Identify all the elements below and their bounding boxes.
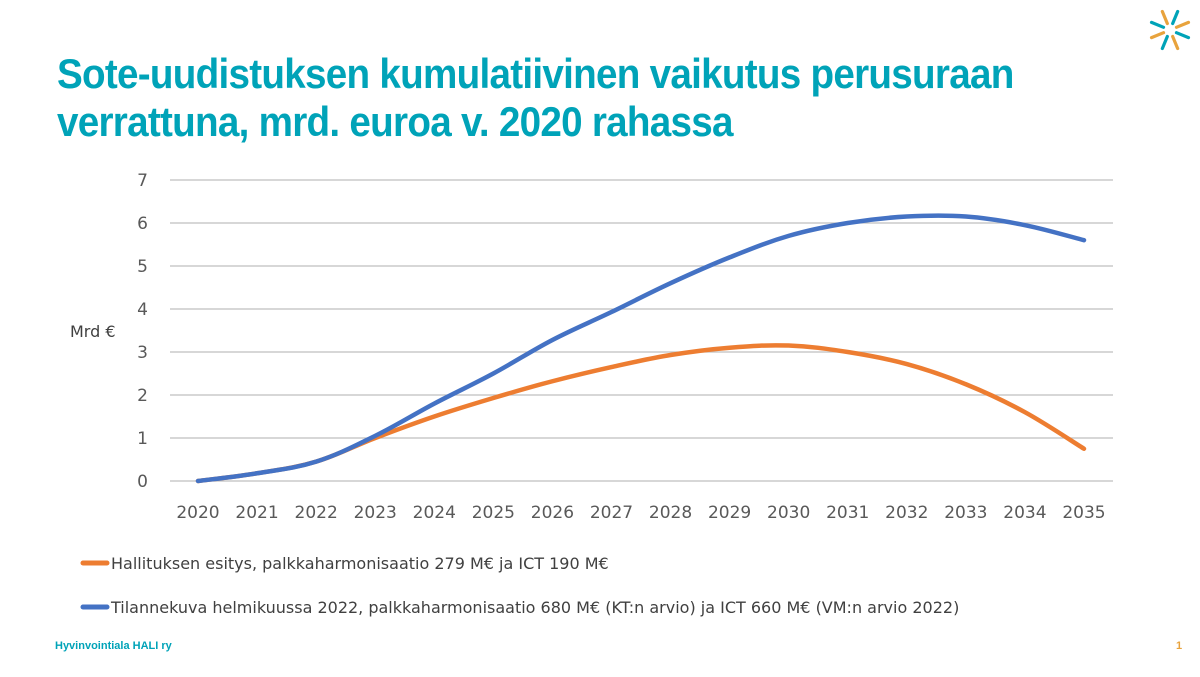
logo-ray xyxy=(1171,34,1180,51)
x-tick-label: 2024 xyxy=(413,503,456,523)
x-tick-label: 2031 xyxy=(826,503,869,523)
y-tick-label: 6 xyxy=(137,214,148,234)
page-number: 1 xyxy=(1176,640,1183,652)
y-tick-label: 3 xyxy=(137,343,148,363)
chart-legend: Hallituksen esitys, palkkaharmonisaatio … xyxy=(80,554,959,617)
starburst-logo-icon xyxy=(1149,9,1191,51)
y-tick-label: 4 xyxy=(137,300,148,320)
x-tick-label: 2030 xyxy=(767,503,810,523)
chart-gridlines xyxy=(170,179,1113,482)
series-line-1 xyxy=(195,343,1087,484)
x-tick-label: 2026 xyxy=(531,503,574,523)
logo-ray xyxy=(1149,31,1166,40)
logo-ray xyxy=(1149,20,1166,29)
x-axis-ticks: 2020 2021 2022 2023 2024 2025 2026 2027 2028 2029… xyxy=(176,503,1105,523)
x-tick-label: 2034 xyxy=(1003,503,1046,523)
y-axis-ticks: 0 1 2 3 4 5 6 7 xyxy=(137,171,148,492)
y-tick-label: 0 xyxy=(137,472,148,492)
x-tick-label: 2020 xyxy=(176,503,219,523)
series-line-2 xyxy=(195,213,1087,484)
x-tick-label: 2021 xyxy=(235,503,278,523)
chart-series xyxy=(195,213,1087,484)
y-tick-label: 2 xyxy=(137,386,148,406)
logo-ray xyxy=(1174,20,1191,29)
x-tick-label: 2022 xyxy=(295,503,338,523)
x-tick-label: 2027 xyxy=(590,503,633,523)
x-tick-label: 2035 xyxy=(1062,503,1105,523)
logo-ray xyxy=(1171,9,1180,26)
x-tick-label: 2029 xyxy=(708,503,751,523)
x-tick-label: 2023 xyxy=(354,503,397,523)
logo-ray xyxy=(1160,9,1169,26)
y-tick-label: 1 xyxy=(137,429,148,449)
logo-ray xyxy=(1174,31,1191,40)
legend-label-2: Tilannekuva helmikuussa 2022, palkkaharm… xyxy=(110,598,959,617)
logo-ray xyxy=(1160,34,1169,51)
x-tick-label: 2032 xyxy=(885,503,928,523)
legend-label-1: Hallituksen esitys, palkkaharmonisaatio … xyxy=(111,554,609,573)
x-tick-label: 2033 xyxy=(944,503,987,523)
y-tick-label: 7 xyxy=(137,171,148,191)
y-tick-label: 5 xyxy=(137,257,148,277)
x-tick-label: 2028 xyxy=(649,503,692,523)
page-title: Sote-uudistuksen kumulatiivinen vaikutus… xyxy=(57,50,1014,145)
footer-organization: Hyvinvointiala HALI ry xyxy=(55,640,172,652)
x-tick-label: 2025 xyxy=(472,503,515,523)
y-axis-label: Mrd € xyxy=(70,322,116,341)
